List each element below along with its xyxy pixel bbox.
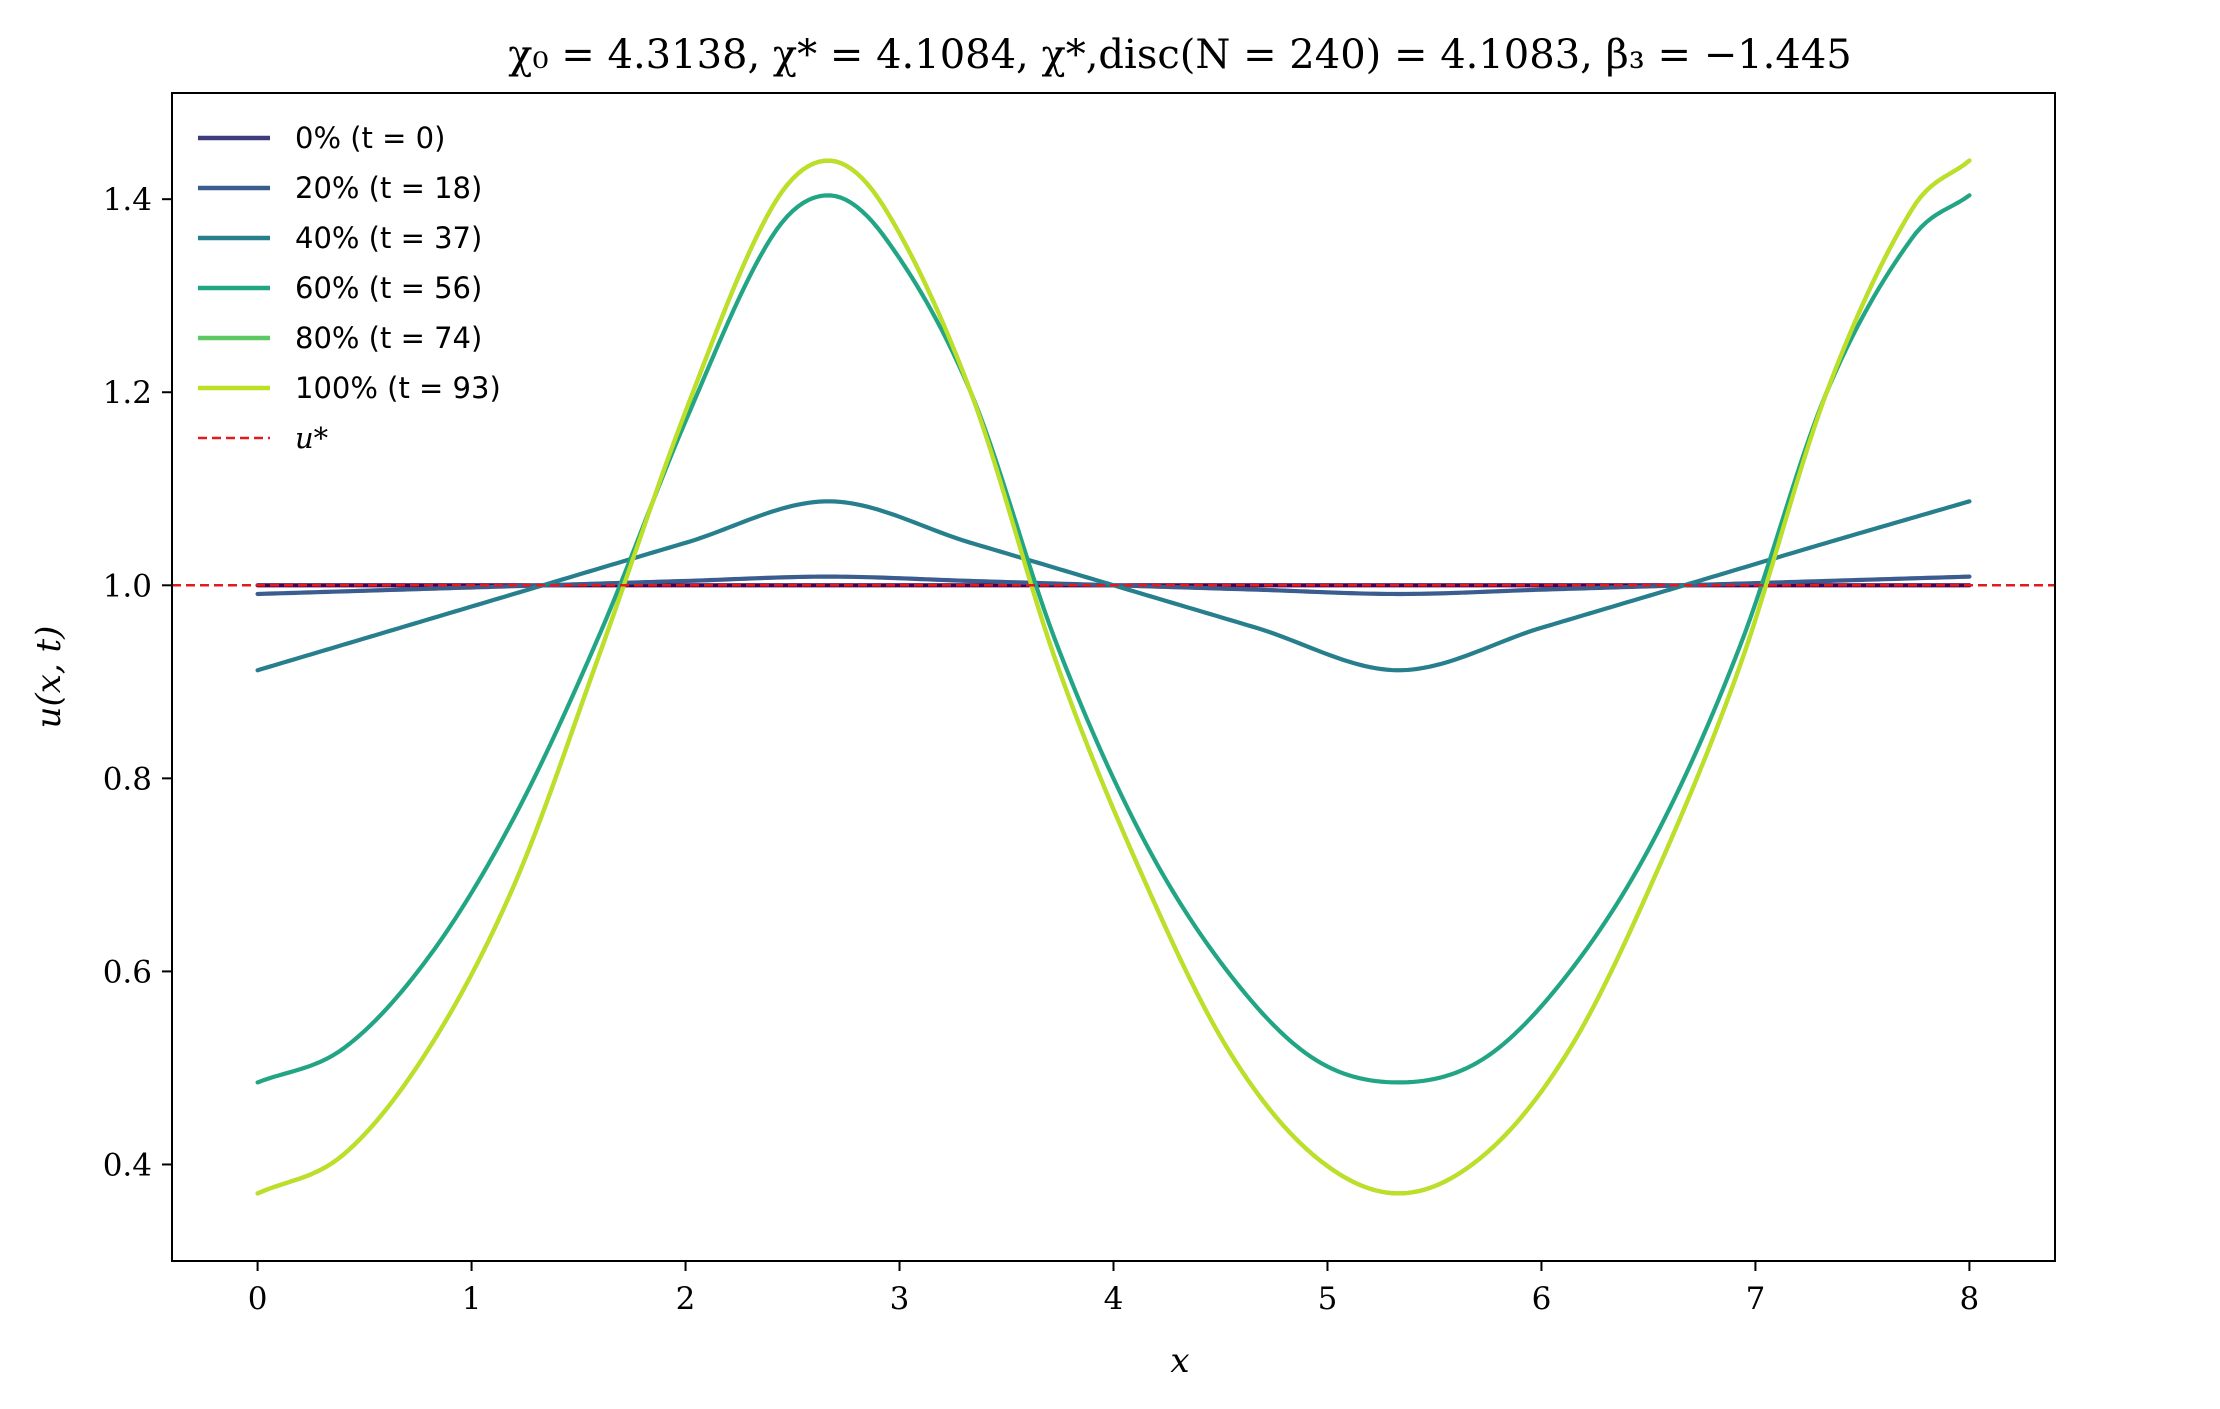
x-tick-label: 6	[1532, 1281, 1552, 1317]
plot-frame	[171, 92, 2056, 1262]
series-line-5	[255, 158, 1972, 1196]
x-tick-label: 3	[890, 1281, 910, 1317]
x-tick-label: 2	[676, 1281, 696, 1317]
series-line-3	[255, 193, 1972, 1085]
legend-label-1: 20% (t = 18)	[295, 171, 482, 205]
legend-label-5: 100% (t = 93)	[295, 371, 501, 405]
series-line-4	[255, 158, 1972, 1196]
x-tick-label: 5	[1318, 1281, 1338, 1317]
legend-label-2: 40% (t = 37)	[295, 221, 482, 255]
legend-label-reference: u*	[295, 421, 329, 455]
x-axis-label: x	[1170, 1341, 1189, 1381]
y-tick-label: 1.4	[103, 182, 152, 218]
plot-area	[171, 92, 2056, 1262]
series-group	[172, 158, 2055, 1196]
legend-label-0: 0% (t = 0)	[295, 121, 445, 155]
y-tick-label: 0.8	[103, 761, 152, 797]
x-tick-label: 1	[462, 1281, 482, 1317]
y-tick-label: 0.6	[103, 954, 152, 990]
y-axis-ticks: 0.4 0.6 0.8 1.0 1.2 1.4	[103, 182, 172, 1183]
x-tick-label: 8	[1960, 1281, 1980, 1317]
y-tick-label: 1.0	[103, 568, 152, 604]
legend-label-3: 60% (t = 56)	[295, 271, 482, 305]
legend: 0% (t = 0) 20% (t = 18) 40% (t = 37) 60% (t…	[198, 121, 501, 455]
y-tick-label: 1.2	[103, 375, 152, 411]
y-tick-label: 0.4	[103, 1147, 152, 1183]
legend-label-4: 80% (t = 74)	[295, 321, 482, 355]
y-axis-label: u(x, t)	[29, 626, 69, 729]
x-tick-label: 7	[1746, 1281, 1766, 1317]
chart-title: χ₀ = 4.3138, χ* = 4.1084, χ*,disc(N = 24…	[508, 32, 1851, 78]
x-axis-ticks: 0 1 2 3 4 5 6 7 8	[248, 1261, 1980, 1317]
x-tick-label: 4	[1104, 1281, 1124, 1317]
x-tick-label: 0	[248, 1281, 268, 1317]
